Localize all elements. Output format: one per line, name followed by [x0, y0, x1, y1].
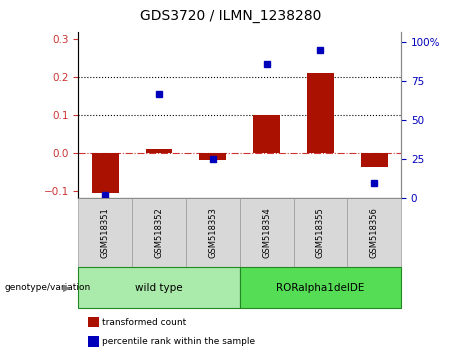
Text: RORalpha1delDE: RORalpha1delDE	[276, 282, 365, 293]
Text: GDS3720 / ILMN_1238280: GDS3720 / ILMN_1238280	[140, 9, 321, 23]
Text: GSM518356: GSM518356	[370, 207, 378, 258]
Bar	[253, 115, 280, 153]
Text: GSM518351: GSM518351	[101, 207, 110, 258]
Text: transformed count: transformed count	[102, 318, 187, 327]
Text: GSM518355: GSM518355	[316, 207, 325, 258]
Text: genotype/variation: genotype/variation	[5, 283, 91, 292]
Text: GSM518354: GSM518354	[262, 207, 271, 258]
Text: GSM518352: GSM518352	[154, 207, 164, 258]
Bar	[199, 153, 226, 160]
Text: GSM518353: GSM518353	[208, 207, 217, 258]
Text: wild type: wild type	[135, 282, 183, 293]
Bar	[361, 153, 388, 167]
Bar	[92, 153, 118, 193]
Bar	[146, 149, 172, 153]
Text: ▶: ▶	[63, 282, 71, 293]
Text: percentile rank within the sample: percentile rank within the sample	[102, 337, 255, 346]
Bar	[307, 73, 334, 153]
